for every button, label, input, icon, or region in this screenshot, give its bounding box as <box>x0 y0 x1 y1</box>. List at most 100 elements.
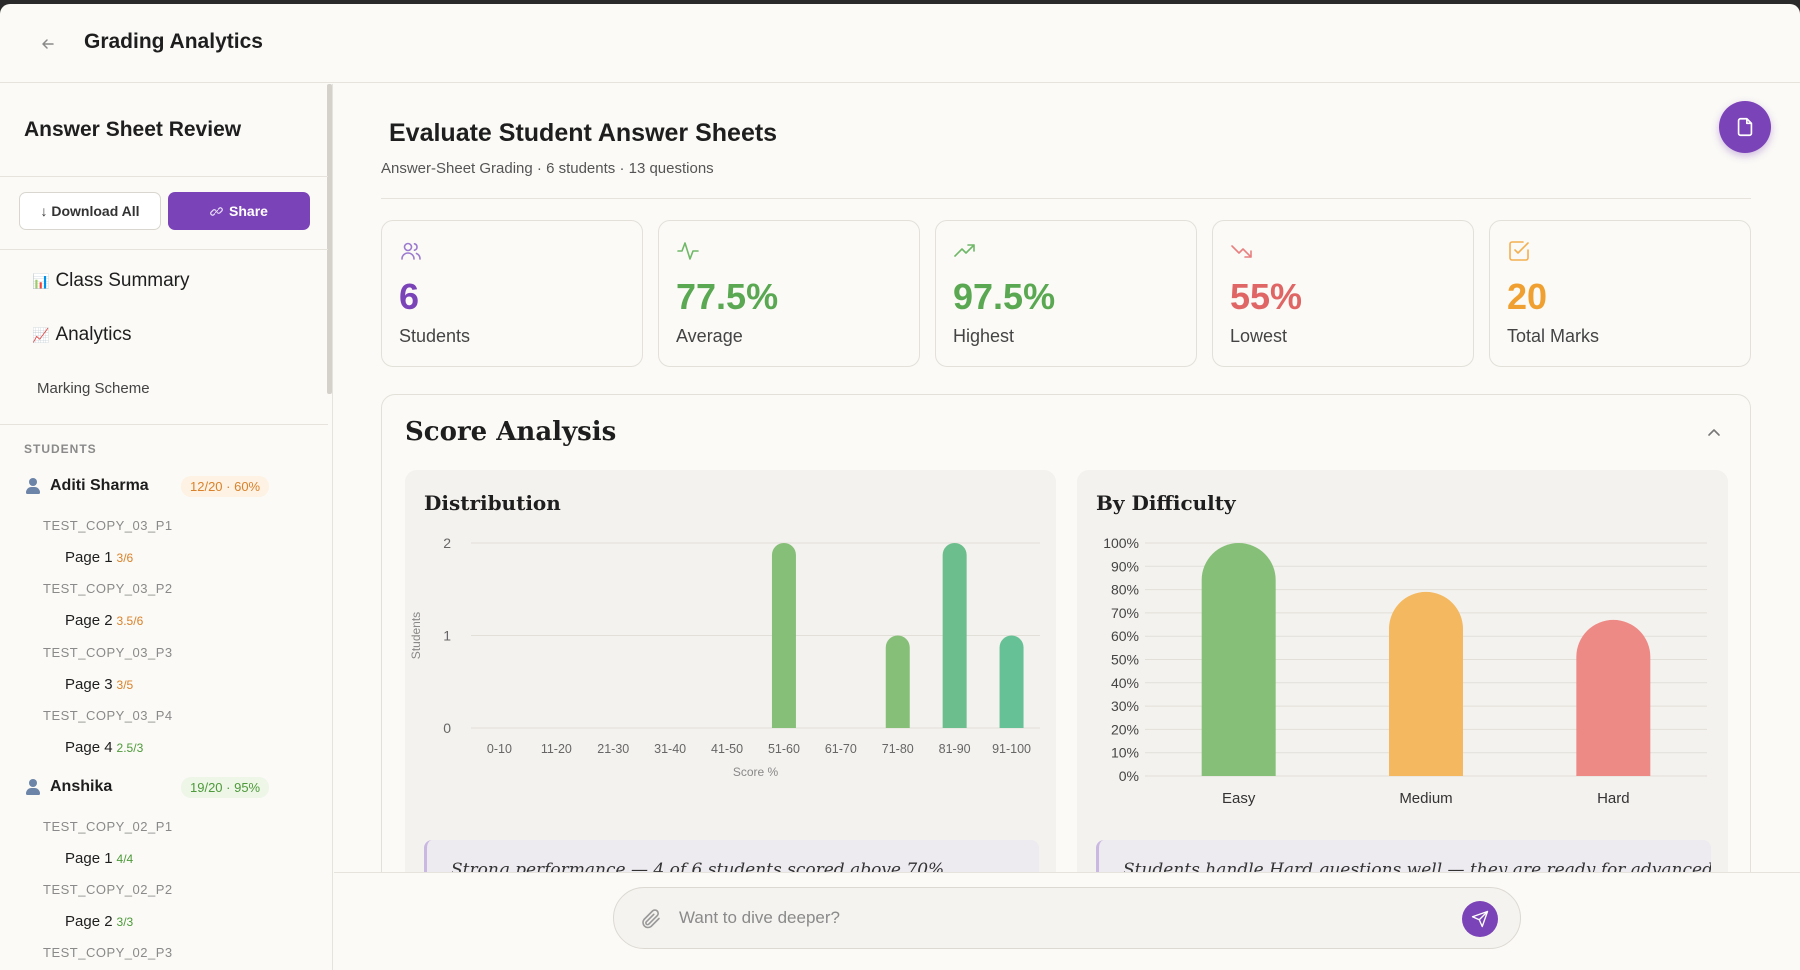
bar <box>942 543 967 728</box>
page-label: Page 1 <box>65 549 113 566</box>
x-tick-label: 51-60 <box>768 742 800 756</box>
page-link[interactable]: Page 1 3/6 <box>65 549 133 566</box>
sidebar-title: Answer Sheet Review <box>24 118 242 141</box>
stat-card-students: 6 Students <box>381 220 643 367</box>
page-label: Page 1 <box>65 850 113 867</box>
x-tick-label: 41-50 <box>711 742 743 756</box>
divider <box>381 198 1751 199</box>
copy-code: TEST_COPY_02_P1 <box>43 819 173 834</box>
trending-up-icon <box>954 244 975 257</box>
top-bar: Grading Analytics <box>0 4 1800 83</box>
page-score: 3/6 <box>116 551 134 565</box>
distribution-panel: Distribution 0 1 2 0-10 11-20 21-30 31-40 41-50… <box>405 470 1056 950</box>
distribution-title: Distribution <box>424 491 561 515</box>
y-tick-label: 1 <box>443 628 451 644</box>
divider <box>0 249 328 250</box>
arrow-left-icon <box>42 39 54 49</box>
y-tick-label: 30% <box>1111 698 1139 714</box>
student-anshika[interactable]: Anshika <box>24 778 112 796</box>
x-tick-label: 0-10 <box>487 742 512 756</box>
x-tick-label: 11-20 <box>541 742 572 756</box>
student-aditi-sharma[interactable]: Aditi Sharma <box>24 477 149 495</box>
user-icon <box>24 477 42 495</box>
stat-card-highest: 97.5% Highest <box>935 220 1197 367</box>
stat-value: 6 <box>399 276 420 317</box>
page-link[interactable]: Page 2 3.5/6 <box>65 612 143 629</box>
copy-code: TEST_COPY_02_P2 <box>43 882 173 897</box>
chart-increasing-icon: 📈 <box>32 326 50 343</box>
score-analysis-title: Score Analysis <box>405 417 617 447</box>
x-tick-label: 61-70 <box>825 742 857 756</box>
stat-card-lowest: 55% Lowest <box>1212 220 1474 367</box>
divider <box>0 176 328 177</box>
x-tick-label: 71-80 <box>882 742 914 756</box>
x-axis-label: Score % <box>733 765 779 779</box>
student-score-badge: 19/20 · 95% <box>181 777 270 798</box>
nav-analytics[interactable]: 📈 Analytics <box>32 324 131 346</box>
y-tick-label: 20% <box>1111 721 1139 737</box>
y-tick-label: 50% <box>1111 652 1139 668</box>
page-score: 4/4 <box>116 852 134 866</box>
y-tick-label: 70% <box>1111 605 1139 621</box>
page-label: Page 2 <box>65 612 113 629</box>
y-tick-label: 100% <box>1103 535 1139 551</box>
link-icon <box>210 206 223 216</box>
page-subtitle: Answer-Sheet Grading · 6 students · 13 q… <box>381 160 714 177</box>
y-tick-label: 80% <box>1111 582 1139 598</box>
composer-bar <box>334 872 1800 970</box>
copy-code: TEST_COPY_03_P1 <box>43 518 173 533</box>
nav-analytics-label: Analytics <box>55 324 132 345</box>
download-all-label: ↓ Download All <box>40 203 140 219</box>
sidebar: Answer Sheet Review ↓ Download All Share… <box>0 84 333 970</box>
stat-value: 55% <box>1230 276 1303 317</box>
page-score: 3.5/6 <box>116 614 144 628</box>
x-tick-label: 21-30 <box>597 742 629 756</box>
send-button[interactable] <box>1462 901 1498 937</box>
document-button[interactable] <box>1719 101 1771 153</box>
page-label: Page 2 <box>65 913 113 930</box>
share-label: Share <box>229 203 268 219</box>
page-score: 3/3 <box>116 915 134 929</box>
page-label: Page 4 <box>65 739 113 756</box>
stat-value: 20 <box>1507 276 1548 317</box>
nav-class-summary[interactable]: 📊 Class Summary <box>32 270 190 292</box>
bar <box>885 635 910 728</box>
x-tick-label: Easy <box>1222 790 1256 807</box>
activity-icon <box>677 242 699 260</box>
students-heading: STUDENTS <box>24 442 97 456</box>
page-link[interactable]: Page 2 3/3 <box>65 913 133 930</box>
page-link[interactable]: Page 1 4/4 <box>65 850 133 867</box>
score-analysis-card: Score Analysis Distribution 0 1 2 0-10 11-20… <box>381 394 1751 954</box>
stat-label: Total Marks <box>1507 326 1600 346</box>
copy-code: TEST_COPY_03_P4 <box>43 708 173 723</box>
bar <box>1201 543 1276 776</box>
app-window: Grading Analytics Answer Sheet Review ↓ … <box>0 4 1800 970</box>
nav-marking-scheme[interactable]: Marking Scheme <box>37 380 150 397</box>
download-all-button[interactable]: ↓ Download All <box>19 192 161 230</box>
back-button[interactable] <box>36 32 60 56</box>
page-link[interactable]: Page 4 2.5/3 <box>65 739 143 756</box>
sidebar-scrollbar[interactable] <box>327 84 332 394</box>
page-link[interactable]: Page 3 3/5 <box>65 676 133 693</box>
chevron-up-icon[interactable] <box>1702 421 1726 445</box>
y-tick-label: 40% <box>1111 675 1139 691</box>
student-score-badge: 12/20 · 60% <box>181 476 270 497</box>
copy-code: TEST_COPY_03_P2 <box>43 581 173 596</box>
y-tick-label: 10% <box>1111 745 1139 761</box>
divider <box>0 424 328 425</box>
user-icon <box>24 778 42 796</box>
share-button[interactable]: Share <box>168 192 310 230</box>
chat-input[interactable] <box>679 908 1439 928</box>
difficulty-panel: By Difficulty 0% 10% 20% 30% 40% 50% 60% 70% 80%… <box>1077 470 1728 950</box>
paperclip-icon[interactable] <box>639 907 663 931</box>
stat-label: Lowest <box>1230 326 1288 346</box>
stat-value: 77.5% <box>676 276 779 317</box>
y-tick-label: 2 <box>443 535 451 551</box>
x-tick-label: Medium <box>1399 790 1452 807</box>
document-icon <box>1737 117 1753 137</box>
trending-down-icon <box>1231 245 1252 258</box>
page-score: 3/5 <box>116 678 134 692</box>
stat-value: 97.5% <box>953 276 1056 317</box>
check-square-icon <box>1509 241 1529 261</box>
stat-card-average: 77.5% Average <box>658 220 920 367</box>
